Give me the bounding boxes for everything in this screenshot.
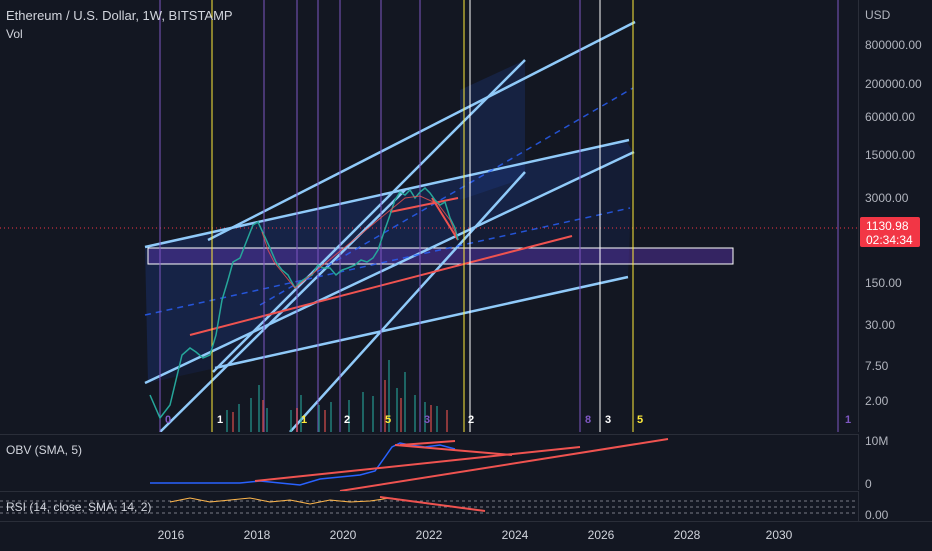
channel-lower-line [214, 275, 629, 370]
obv-tick: 0 [865, 477, 872, 491]
cycle-marker: 5 [385, 414, 392, 426]
rsi-trend [379, 496, 486, 512]
cycle-marker: 1 [301, 414, 308, 426]
price-tick: 800000.00 [865, 38, 922, 52]
rising-channel-fill [460, 60, 525, 200]
obv-trend-4 [399, 440, 456, 446]
cycle-marker: 3 [605, 414, 612, 426]
price-tick: 150.00 [865, 276, 902, 290]
obv-trend-1 [254, 446, 581, 482]
cycle-marker: 5 [637, 414, 644, 426]
trend-line-top [389, 197, 459, 213]
cycle-marker: 0 [165, 414, 172, 426]
cycle-marker: 1 [845, 414, 852, 426]
time-tick: 2016 [157, 528, 185, 542]
cycle-marker: 3 [424, 414, 431, 426]
channel-upper-line [144, 138, 630, 249]
obv-legend[interactable]: OBV (SMA, 5) [6, 443, 83, 457]
price-axis[interactable]: USD 800000.00 200000.00 60000.00 15000.0… [858, 0, 932, 432]
price-tick: 3000.00 [865, 191, 909, 205]
time-axis[interactable] [0, 521, 932, 551]
trend-line-drop [431, 197, 459, 241]
price-tick: 2.00 [865, 394, 889, 408]
channel-dashed-2 [259, 87, 634, 306]
time-tick: 2024 [501, 528, 529, 542]
time-tick: 2018 [243, 528, 271, 542]
fan-line-2 [212, 59, 526, 373]
obv-pane[interactable]: OBV (SMA, 5) [0, 434, 858, 491]
current-price-value: 1130.98 [866, 219, 909, 233]
time-tick: 2020 [329, 528, 357, 542]
price-tick: 30.00 [865, 318, 896, 332]
rsi-drawing[interactable] [0, 492, 858, 522]
cycle-marker: 2 [344, 414, 351, 426]
rsi-series [169, 497, 451, 507]
time-tick: 2028 [673, 528, 701, 542]
channel-dashed-1 [144, 207, 631, 316]
volume-bars-red [232, 380, 448, 432]
current-price-badge: 1130.98 02:34:34 [860, 217, 920, 247]
time-tick: 2022 [415, 528, 443, 542]
rsi-tick: 0.00 [865, 508, 889, 522]
obv-trend-2 [339, 438, 669, 491]
price-series-down [261, 195, 457, 289]
cycle-marker: 1 [217, 414, 224, 426]
cycle-marker: 2 [468, 414, 475, 426]
fan-line-3 [289, 171, 526, 432]
price-chart-drawing[interactable] [0, 0, 858, 432]
rsi-axis[interactable]: 0.00 [858, 491, 932, 522]
obv-tick: 10M [865, 434, 889, 448]
rsi-legend[interactable]: RSI (14, close, SMA, 14, 2) [6, 500, 152, 514]
obv-trend-3 [394, 444, 513, 456]
currency-label: USD [865, 8, 891, 22]
time-tick: 2030 [765, 528, 793, 542]
obv-axis[interactable]: 10M 0 [858, 434, 932, 491]
volume-legend[interactable]: Vol [6, 27, 23, 41]
channel-mid-line [144, 150, 635, 385]
price-tick: 7.50 [865, 359, 889, 373]
price-tick: 60000.00 [865, 110, 916, 124]
volume-bars [226, 360, 438, 432]
cycle-marker: 8 [585, 414, 592, 426]
symbol-title[interactable]: Ethereum / U.S. Dollar, 1W, BITSTAMP [6, 8, 233, 23]
obv-drawing[interactable] [0, 435, 858, 491]
price-tick: 15000.00 [865, 148, 916, 162]
rsi-pane[interactable]: RSI (14, close, SMA, 14, 2) [0, 491, 858, 522]
time-tick: 2026 [587, 528, 615, 542]
fan-line-1 [207, 20, 636, 242]
price-tick: 200000.00 [865, 77, 922, 91]
channel-fill-upper [145, 140, 633, 383]
bar-countdown: 02:34:34 [866, 233, 913, 247]
price-chart-pane[interactable]: Ethereum / U.S. Dollar, 1W, BITSTAMP Vol… [0, 0, 858, 432]
